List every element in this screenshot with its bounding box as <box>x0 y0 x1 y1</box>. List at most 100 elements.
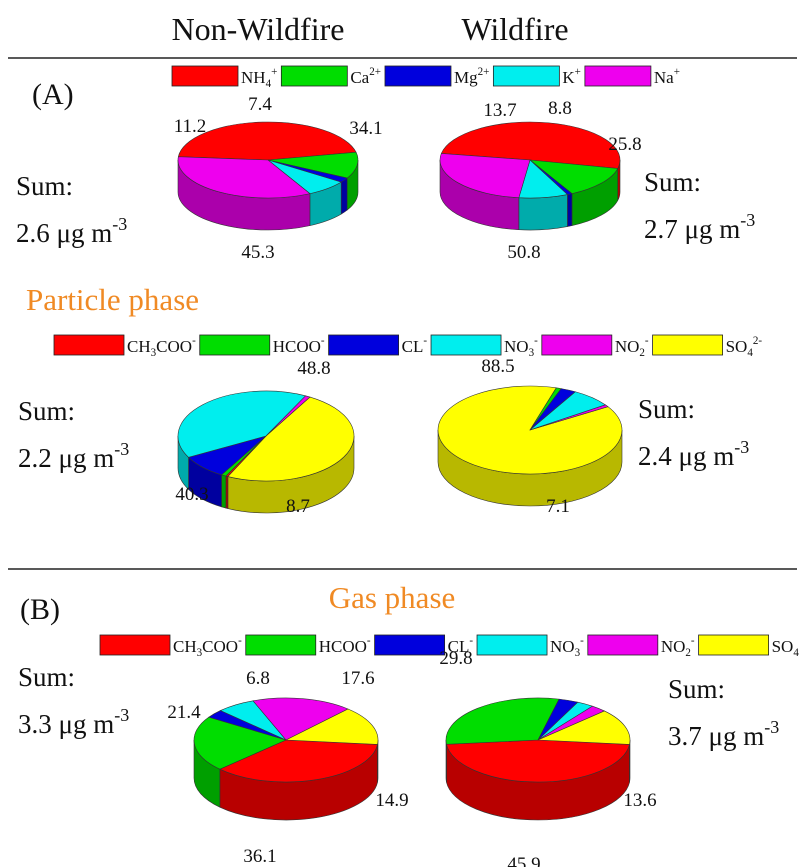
legend-label: CH3COO- <box>127 335 196 359</box>
pie-cations-non-wildfire: 45.3 11.2 7.4 34.1 <box>174 94 383 263</box>
panel-label-b: (B) <box>20 593 60 626</box>
legend-swatch <box>171 65 239 87</box>
sum-label: Sum: <box>18 396 75 426</box>
legend-label: CH3COO- <box>173 635 242 659</box>
pie-data-label: 8.8 <box>548 98 572 119</box>
legend-swatch <box>328 334 400 356</box>
header-non-wildfire: Non-Wildfire <box>172 11 345 47</box>
pie-data-label: 13.7 <box>483 100 516 121</box>
legend-swatch <box>384 65 452 87</box>
pie-data-label: 45.3 <box>241 242 274 263</box>
legend-label: SO42- <box>772 635 799 659</box>
pie-slice-NO2- <box>529 404 609 431</box>
legend-cations: NH4+ Ca2+ Mg2+ K+ Na+ <box>171 65 680 90</box>
sum-annotations: Sum: 2.6 μg m-3 Sum: 2.7 μg m-3 Sum: 2.2 μg m… <box>16 167 779 751</box>
legend-swatch <box>374 634 446 656</box>
pie-data-label: 8.7 <box>286 496 310 517</box>
legend-label: CL- <box>448 635 474 656</box>
pie-slice-Ca2+ <box>267 151 359 179</box>
legend-label: NO2- <box>615 335 649 359</box>
pie-data-label: 88.5 <box>481 356 514 377</box>
pie-slice-NH4+ <box>440 121 621 169</box>
pie-data-label: 50.8 <box>507 242 540 263</box>
pie-slice-NH4+ <box>177 121 357 161</box>
sum-label: Sum: <box>16 171 73 201</box>
legend-label: NO3- <box>550 635 584 659</box>
sum-value: 2.7 μg m-3 <box>644 210 755 244</box>
legend-swatch <box>430 334 502 356</box>
gas-phase-title: Gas phase <box>329 580 456 615</box>
sum-value: 2.2 μg m-3 <box>18 439 129 473</box>
pie-slice-SO42- <box>537 710 631 745</box>
pie-data-label: 36.1 <box>243 846 276 867</box>
legend-swatch <box>652 334 723 356</box>
sum-value: 3.7 μg m-3 <box>668 717 779 751</box>
legend-label: K+ <box>562 66 581 87</box>
pie-gas-non-wildfire: 36.1 21.4 6.8 17.6 14.9 <box>167 668 408 867</box>
pie-slice-HCOO- <box>445 697 560 745</box>
pie-slice-Na+ <box>439 153 531 199</box>
legend-swatch <box>476 634 548 656</box>
legend-label: Mg2+ <box>454 66 489 87</box>
pie-side-SO42- <box>377 739 379 783</box>
sum-value: 2.4 μg m-3 <box>638 437 749 471</box>
pie-data-label: 34.1 <box>349 118 382 139</box>
legend-swatch <box>99 634 171 656</box>
legend-label: Na+ <box>654 66 680 87</box>
pie-data-label: 21.4 <box>167 702 201 723</box>
legend-label: NH4+ <box>241 66 277 90</box>
pie-side-SO42- <box>629 739 631 783</box>
pie-slice-SO42- <box>227 396 355 482</box>
pie-slice-SO42- <box>284 708 379 745</box>
legend-label: CL- <box>402 335 428 356</box>
pie-data-label: 48.8 <box>297 358 330 379</box>
pie-slice-NO2- <box>252 697 349 741</box>
pie-particle-wildfire: 88.5 7.1 <box>437 356 623 517</box>
pie-slice-CH3COO- <box>219 739 378 783</box>
pie-data-label: 7.1 <box>546 496 570 517</box>
pie-side-HCOO- <box>221 474 227 509</box>
pie-data-label: 40.3 <box>175 484 208 505</box>
legend-anions-gas: CH3COO- HCOO- CL- NO3- NO2- SO42- <box>99 634 799 659</box>
pie-slice-Na+ <box>177 156 311 199</box>
pie-particle-non-wildfire: 48.8 8.7 40.3 <box>175 358 355 517</box>
panel-label-a: (A) <box>32 78 74 111</box>
legend-label: Ca2+ <box>350 66 381 87</box>
pie-gas-wildfire: 45.9 29.8 13.6 <box>439 648 656 867</box>
legend-swatch <box>492 65 560 87</box>
pie-data-label: 7.4 <box>248 94 272 115</box>
legend-swatch <box>587 634 659 656</box>
legend-label: SO42- <box>726 335 763 359</box>
sum-label: Sum: <box>644 167 701 197</box>
pie-slice-HCOO- <box>193 716 287 770</box>
legend-swatch <box>280 65 348 87</box>
legend-swatch <box>584 65 652 87</box>
pie-side-Mg2+ <box>340 177 348 215</box>
sum-label: Sum: <box>638 394 695 424</box>
legend-swatch <box>199 334 271 356</box>
legend-swatch <box>245 634 317 656</box>
legend-label: HCOO- <box>273 335 325 356</box>
pie-slice-NO2- <box>265 395 311 437</box>
pie-slice-NO3- <box>177 390 307 458</box>
pie-data-label: 11.2 <box>174 116 207 137</box>
particle-phase-title: Particle phase <box>26 282 199 317</box>
sum-label: Sum: <box>18 662 75 692</box>
sum-value: 3.3 μg m-3 <box>18 705 129 739</box>
legend-label: NO2- <box>661 635 695 659</box>
pie-data-label: 13.6 <box>623 790 656 811</box>
legend-swatch <box>698 634 769 656</box>
pie-slice-Ca2+ <box>529 159 619 194</box>
pie-data-label: 29.8 <box>439 648 472 669</box>
pie-data-label: 17.6 <box>341 668 374 689</box>
pie-data-label: 6.8 <box>246 668 270 689</box>
legend-swatch <box>541 334 613 356</box>
legend-label: NO3- <box>504 335 538 359</box>
legend-label: HCOO- <box>319 635 371 656</box>
legend-swatch <box>53 334 125 356</box>
pie-cations-wildfire: 50.8 13.7 8.8 25.8 <box>439 98 642 263</box>
sum-label: Sum: <box>668 674 725 704</box>
pie-side-Mg2+ <box>567 193 573 227</box>
pie-data-label: 14.9 <box>375 790 408 811</box>
